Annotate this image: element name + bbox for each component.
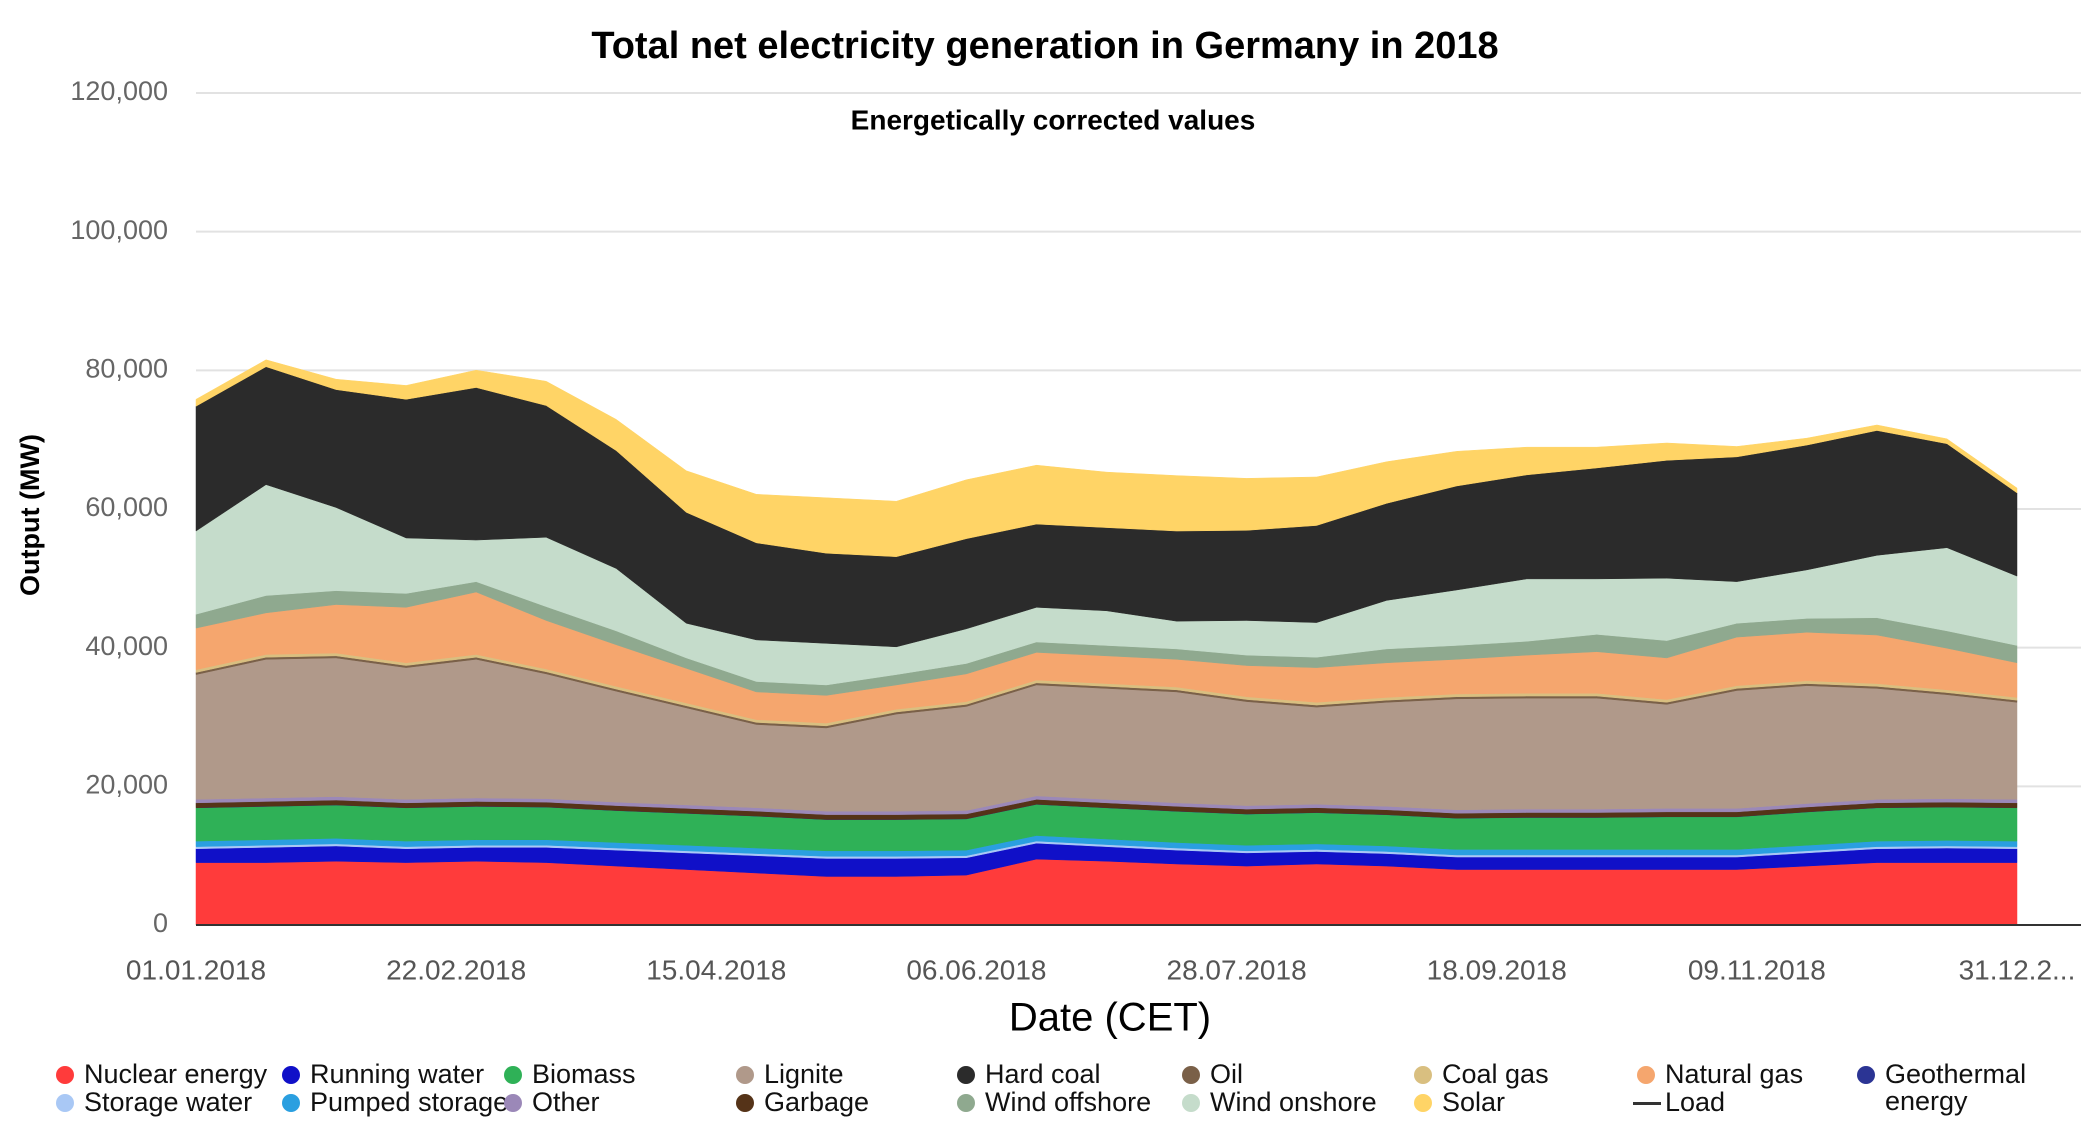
legend-item: Storage water	[56, 1087, 284, 1117]
legend-label: Pumped storage	[310, 1087, 509, 1117]
legend-label: Other	[532, 1087, 600, 1117]
legend-symbol	[504, 1094, 522, 1112]
legend-item: Hard coal	[957, 1059, 1185, 1089]
areas	[195, 359, 2018, 926]
legend-symbol	[1414, 1094, 1432, 1112]
legend-symbol	[504, 1066, 522, 1084]
legend-item: Coal gas	[1414, 1059, 1642, 1089]
legend-symbol	[1182, 1066, 1200, 1084]
x-tick-label: 22.02.2018	[386, 954, 526, 985]
legend-item: Garbage	[736, 1087, 964, 1117]
x-axis-label: Date (CET)	[1009, 996, 1211, 1040]
legend-label: Lignite	[764, 1059, 844, 1089]
legend-item: Oil	[1182, 1059, 1410, 1089]
legend-symbol	[957, 1066, 975, 1084]
y-tick-label: 40,000	[85, 631, 168, 661]
y-tick-label: 80,000	[85, 353, 168, 383]
legend-symbol	[1182, 1094, 1200, 1112]
legend-item: Geothermal energy	[1857, 1059, 2035, 1116]
y-tick-label: 100,000	[70, 215, 168, 245]
legend-label: Wind onshore	[1210, 1087, 1377, 1117]
chart-title: Total net electricity generation in Germ…	[591, 25, 1498, 67]
x-tick-label: 31.12.2...	[1959, 954, 2076, 985]
y-tick-label: 60,000	[85, 492, 168, 522]
x-tick-label: 15.04.2018	[646, 954, 786, 985]
legend-item: Natural gas	[1637, 1059, 1865, 1089]
legend-label: Biomass	[532, 1059, 636, 1089]
x-tick-label: 09.11.2018	[1688, 954, 1826, 985]
y-tick-label: 20,000	[85, 769, 168, 799]
legend-label: Geothermal energy	[1885, 1059, 2027, 1116]
legend-label: Hard coal	[985, 1059, 1101, 1089]
legend-label: Storage water	[84, 1087, 253, 1117]
legend-item: Biomass	[504, 1059, 732, 1089]
chart-subtitle: Energetically corrected values	[851, 104, 1256, 135]
legend-item: Other	[504, 1087, 732, 1117]
legend-symbol	[957, 1094, 975, 1112]
x-tick-label: 28.07.2018	[1167, 954, 1307, 985]
y-tick-label: 120,000	[70, 76, 168, 106]
legend-symbol	[1633, 1102, 1661, 1105]
x-tick-label: 06.06.2018	[906, 954, 1046, 985]
area	[195, 359, 2018, 557]
legend-symbol	[1637, 1066, 1655, 1084]
legend-symbol	[56, 1094, 74, 1112]
legend-item: Lignite	[736, 1059, 964, 1089]
legend-label: Garbage	[764, 1087, 870, 1117]
legend-symbol	[56, 1066, 74, 1084]
x-tick-label: 18.09.2018	[1427, 954, 1567, 985]
legend-label: Natural gas	[1665, 1059, 1804, 1089]
x-tick-label: 01.01.2018	[126, 954, 266, 985]
legend-label: Wind offshore	[985, 1087, 1152, 1117]
legend-label: Load	[1665, 1087, 1726, 1117]
legend-item: Running water	[282, 1059, 510, 1089]
y-axis-label: Output (MW)	[15, 434, 45, 596]
legend-item: Pumped storage	[282, 1087, 510, 1117]
legend-label: Solar	[1442, 1087, 1506, 1117]
legend-label: Running water	[310, 1059, 485, 1089]
legend-symbol	[736, 1066, 754, 1084]
y-tick-label: 0	[153, 908, 168, 938]
legend-item: Nuclear energy	[56, 1059, 284, 1089]
legend-symbol	[1414, 1066, 1432, 1084]
legend-label: Oil	[1210, 1059, 1243, 1089]
legend-label: Coal gas	[1442, 1059, 1549, 1089]
legend-item: Wind offshore	[957, 1087, 1185, 1117]
legend-item: Load	[1633, 1087, 1865, 1117]
legend-symbol	[1857, 1066, 1875, 1084]
legend-item: Solar	[1414, 1087, 1642, 1117]
legend-symbol	[736, 1094, 754, 1112]
legend-label: Nuclear energy	[84, 1059, 268, 1089]
legend-symbol	[282, 1094, 300, 1112]
legend-symbol	[282, 1066, 300, 1084]
legend-item: Wind onshore	[1182, 1087, 1410, 1117]
